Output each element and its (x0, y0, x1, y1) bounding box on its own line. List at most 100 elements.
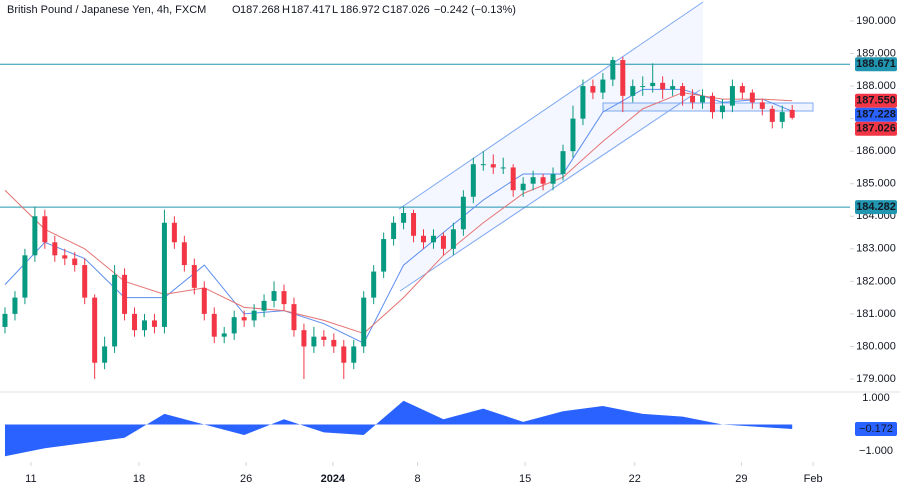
candle-body (102, 346, 108, 363)
osc-last-label: −0.172 (859, 423, 893, 435)
candle-body (211, 313, 217, 337)
candle-body (690, 95, 696, 103)
candle-body (480, 164, 486, 166)
osc-last-box (855, 422, 897, 437)
x-tick-label: 29 (735, 473, 747, 485)
candle-body (700, 95, 706, 103)
x-tick-label: 8 (414, 473, 420, 485)
candle-body (151, 320, 157, 327)
candle-body (600, 79, 606, 93)
candle-body (221, 333, 227, 337)
x-tick-label: 26 (240, 473, 252, 485)
candle-body (321, 336, 327, 340)
price-label: 187.550 (856, 95, 896, 107)
y-tick-label: 190.000 (856, 15, 896, 27)
ohlc-letter: C (382, 4, 390, 16)
candle-body (62, 255, 68, 259)
candle-body (351, 346, 357, 363)
candle-body (311, 336, 317, 347)
osc-tick-label: −1.000 (859, 445, 893, 457)
candle-body (251, 310, 257, 321)
range-box (602, 102, 814, 112)
candle-body (82, 265, 88, 298)
candle-body (530, 177, 536, 184)
candle-body (391, 222, 397, 240)
candle-body (610, 60, 616, 80)
candle-body (341, 346, 347, 363)
candle-body (540, 177, 546, 184)
candle-body (132, 313, 138, 331)
price-label: 187.026 (856, 123, 896, 135)
y-tick-label: 189.000 (856, 47, 896, 59)
price-label-box (855, 107, 897, 122)
candle-body (281, 291, 287, 305)
candle-body (261, 300, 267, 311)
channel-fill (399, 2, 703, 291)
candle-body (490, 164, 496, 168)
y-tick-label: 180.000 (856, 340, 896, 352)
candle-body (361, 297, 367, 347)
candle-body (650, 82, 656, 87)
x-tick-label: 15 (519, 473, 531, 485)
candle-body (620, 60, 626, 96)
candle-body (460, 196, 466, 230)
candle-body (32, 216, 38, 256)
candle-body (291, 304, 297, 331)
change: −0.242 (−0.13%) (434, 4, 516, 16)
channel-upper (398, 1, 704, 210)
x-tick-label: 18 (133, 473, 145, 485)
chart-title: British Pound / Japanese Yen, 4h, FXCM (7, 4, 206, 16)
candle-body (580, 86, 586, 119)
candle-body (122, 274, 128, 314)
x-tick-label: Feb (804, 473, 823, 485)
candle-body (670, 86, 676, 90)
candle-body (560, 151, 566, 174)
oscillator-area (4, 400, 793, 457)
y-tick-label: 186.000 (856, 145, 896, 157)
candle-body (749, 92, 755, 103)
ohlc-letter: O (232, 4, 241, 16)
candle-body (141, 320, 147, 331)
ohlc-value: 187.026 (390, 4, 430, 16)
ohlc-value: 186.972 (340, 4, 380, 16)
candle-body (421, 235, 427, 243)
candle-body (112, 274, 118, 347)
candle-body (181, 242, 187, 266)
candle-body (331, 339, 337, 347)
candle-body (709, 95, 715, 113)
candle-body (171, 222, 177, 243)
candle-body (660, 82, 666, 90)
candle-body (779, 112, 785, 122)
candle-body (301, 330, 307, 347)
candle-body (510, 167, 516, 191)
candle-body (470, 164, 476, 197)
y-tick-label: 183.000 (856, 243, 896, 255)
price-label-box (855, 57, 897, 72)
candle-body (191, 265, 197, 288)
candle-body (22, 255, 28, 298)
candle-body (381, 239, 387, 272)
moving-average (4, 92, 793, 334)
candle-body (52, 242, 58, 256)
candle-body (520, 183, 526, 191)
candle-body (550, 173, 556, 184)
candle-body (92, 297, 98, 363)
candle-body (590, 86, 596, 93)
candle-body (450, 229, 456, 249)
ohlc-value: 187.417 (291, 4, 331, 16)
candle-body (640, 86, 646, 88)
candle-body (570, 118, 576, 152)
candle-body (430, 235, 436, 243)
price-label: 188.671 (856, 58, 896, 70)
x-tick-label: 11 (25, 473, 36, 485)
x-tick-label: 2024 (321, 473, 346, 485)
candle-body (231, 317, 237, 334)
ohlc-letter: L (332, 4, 338, 16)
channel-lower (399, 89, 701, 292)
candle-body (739, 86, 745, 93)
price-label: 187.228 (856, 109, 896, 121)
ohlc-letter: H (282, 4, 290, 16)
candle-body (371, 271, 377, 298)
candle-body (72, 258, 78, 266)
